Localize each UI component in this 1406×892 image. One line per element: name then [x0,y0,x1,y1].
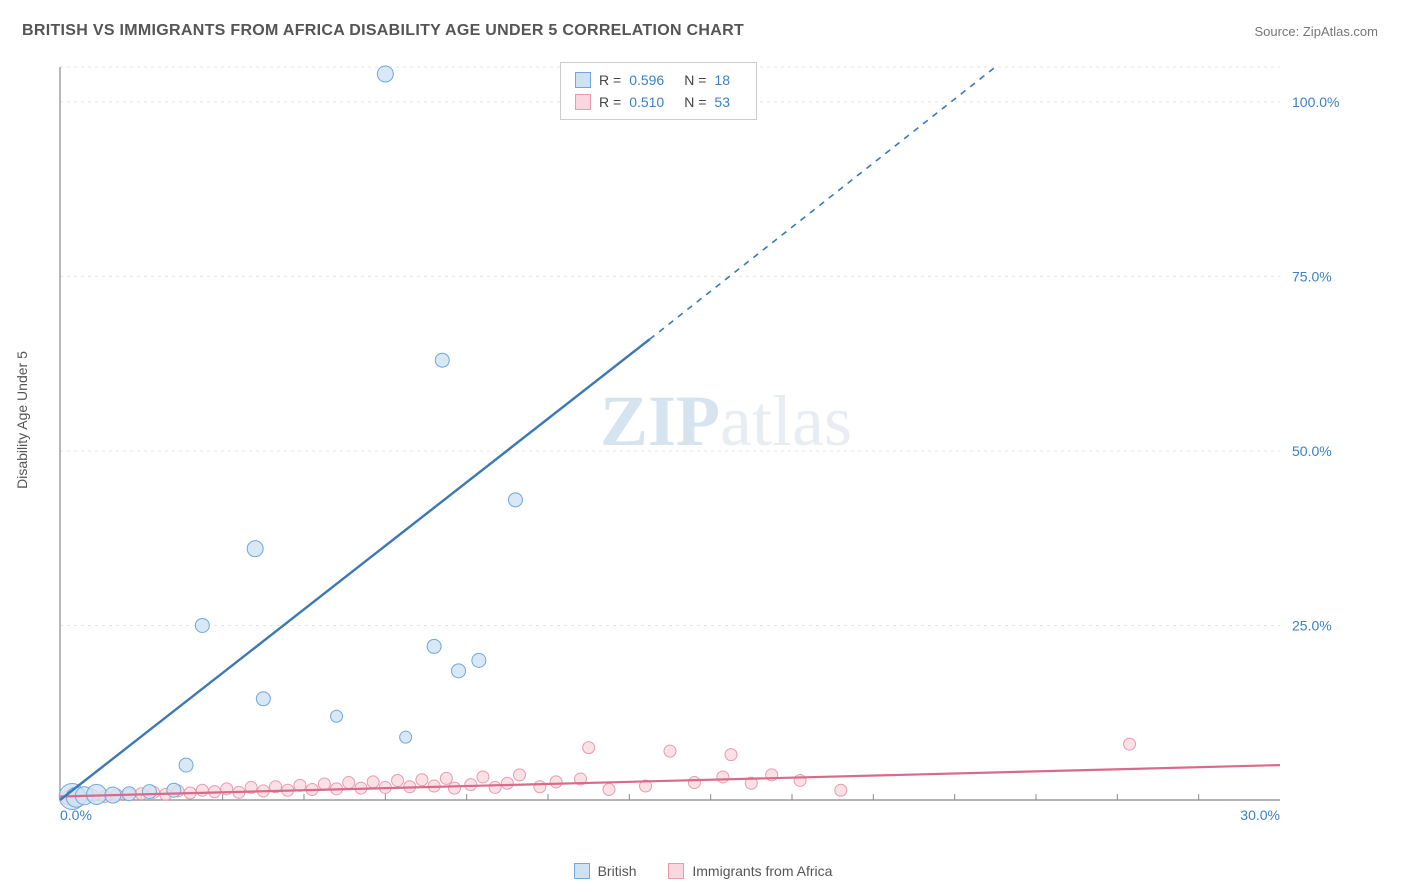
swatch-africa [575,94,591,110]
svg-text:25.0%: 25.0% [1292,617,1332,633]
chart-svg: 25.0%50.0%75.0%100.0%0.0%30.0% [50,62,1350,830]
legend-item-africa: Immigrants from Africa [668,863,832,879]
r-label: R = [599,69,621,91]
legend-label-british: British [598,863,637,879]
svg-text:75.0%: 75.0% [1292,268,1332,284]
swatch-british [575,72,591,88]
source-attribution: Source: ZipAtlas.com [1254,24,1378,39]
svg-text:100.0%: 100.0% [1292,94,1339,110]
legend-item-british: British [574,863,637,879]
y-axis-label: Disability Age Under 5 [14,351,30,489]
source-name: ZipAtlas.com [1303,24,1378,39]
bottom-legend: British Immigrants from Africa [0,863,1406,882]
chart-plot-area: 25.0%50.0%75.0%100.0%0.0%30.0% [50,62,1350,830]
n-label: N = [684,69,706,91]
svg-text:50.0%: 50.0% [1292,443,1332,459]
r-value-africa: 0.510 [629,91,664,113]
legend-swatch-africa [668,863,684,879]
stats-row-africa: R = 0.510 N = 53 [575,91,742,113]
source-label: Source: [1254,24,1302,39]
stats-legend-box: R = 0.596 N = 18 R = 0.510 N = 53 [560,62,757,120]
svg-text:30.0%: 30.0% [1240,807,1280,823]
n-value-british: 18 [714,69,730,91]
n-value-africa: 53 [714,91,730,113]
chart-title: BRITISH VS IMMIGRANTS FROM AFRICA DISABI… [22,22,744,40]
stats-row-british: R = 0.596 N = 18 [575,69,742,91]
r-value-british: 0.596 [629,69,664,91]
r-label: R = [599,91,621,113]
legend-swatch-british [574,863,590,879]
legend-label-africa: Immigrants from Africa [692,863,832,879]
n-label: N = [684,91,706,113]
